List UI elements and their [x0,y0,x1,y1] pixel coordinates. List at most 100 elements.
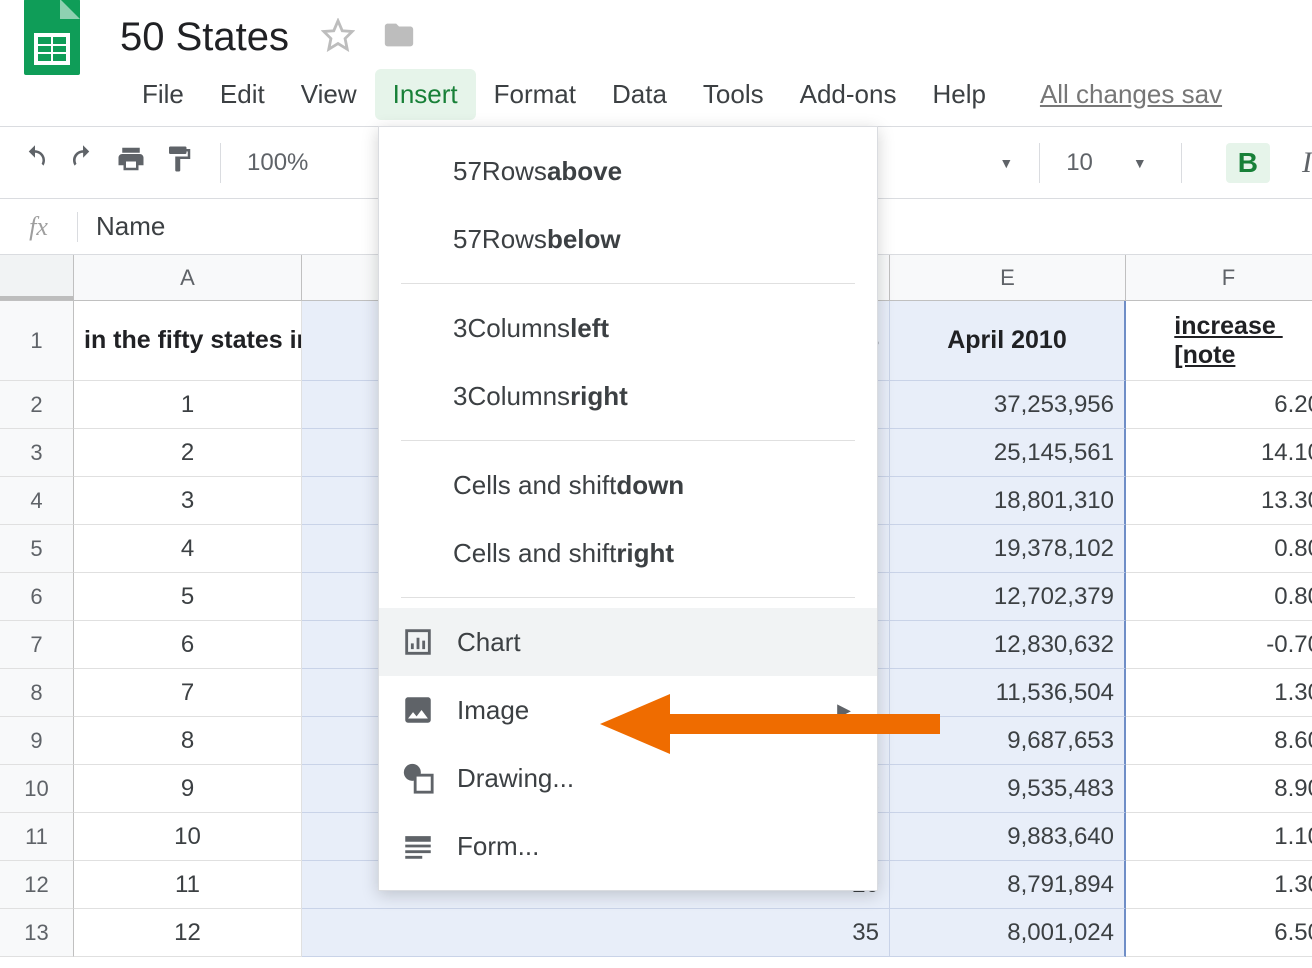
cell-A[interactable]: 5 [74,573,302,621]
font-size-selector[interactable]: 10 ▼ [1066,149,1147,177]
cell-A[interactable]: 4 [74,525,302,573]
dd-form[interactable]: Form... [379,812,877,880]
row-number[interactable]: 11 [0,813,74,861]
row-number[interactable]: 9 [0,717,74,765]
cell-F[interactable]: 1.30 [1126,669,1312,717]
row-number[interactable]: 2 [0,381,74,429]
row-number[interactable]: 12 [0,861,74,909]
cell-E[interactable]: 12,830,632 [890,621,1126,669]
chevron-down-icon: ▼ [1133,155,1147,171]
menubar: File Edit View Insert Format Data Tools … [0,64,1312,124]
dd-drawing-label: Drawing... [457,763,574,794]
dd-chart-label: Chart [457,627,521,658]
cell-A[interactable]: 1 [74,381,302,429]
cell-A[interactable]: 10 [74,813,302,861]
font-dropdown-caret[interactable]: ▼ [999,155,1013,171]
header-cell-F[interactable]: increase [note [1126,301,1312,381]
menu-file[interactable]: File [124,69,202,120]
bold-button[interactable]: B [1226,143,1270,183]
cell-E[interactable]: 9,687,653 [890,717,1126,765]
cell-F[interactable]: 1.30 [1126,861,1312,909]
row-number[interactable]: 4 [0,477,74,525]
dd-cells-down[interactable]: Cells and shift down [379,451,877,519]
folder-icon[interactable] [379,18,419,57]
dd-cols-right[interactable]: 3 Columns right [379,362,877,430]
cell-A[interactable]: 3 [74,477,302,525]
menu-help[interactable]: Help [914,69,1003,120]
print-icon[interactable] [116,144,146,181]
undo-icon[interactable] [20,144,50,181]
dd-cells-right[interactable]: Cells and shift right [379,519,877,587]
cell-F[interactable]: 0.80 [1126,525,1312,573]
row-number[interactable]: 7 [0,621,74,669]
paint-format-icon[interactable] [164,144,194,181]
menu-format[interactable]: Format [476,69,594,120]
cell-F[interactable]: -0.70 [1126,621,1312,669]
redo-icon[interactable] [68,144,98,181]
cell-E[interactable]: 37,253,956 [890,381,1126,429]
cell-F[interactable]: 1.10 [1126,813,1312,861]
dd-drawing[interactable]: Drawing... [379,744,877,812]
header-cell-A[interactable]: in the fifty states in sta [74,301,302,381]
cell-F[interactable]: 0.80 [1126,573,1312,621]
dd-cols-left[interactable]: 3 Columns left [379,294,877,362]
menu-view[interactable]: View [283,69,375,120]
row-number[interactable]: 13 [0,909,74,957]
col-header-F[interactable]: F [1126,255,1312,300]
star-icon[interactable] [321,18,355,57]
cell-F[interactable]: 6.50 [1126,909,1312,957]
cell-E[interactable]: 12,702,379 [890,573,1126,621]
cell-F[interactable]: 14.10 [1126,429,1312,477]
dd-image[interactable]: Image ▶ [379,676,877,744]
cell-A[interactable]: 2 [74,429,302,477]
cell-E[interactable]: 9,883,640 [890,813,1126,861]
cell-F[interactable]: 6.20 [1126,381,1312,429]
cell-A[interactable]: 9 [74,765,302,813]
image-icon [401,693,435,727]
insert-dropdown: 57 Rows above 57 Rows below 3 Columns le… [378,126,878,891]
cell-E[interactable]: 8,791,894 [890,861,1126,909]
header-cell-E[interactable]: April 2010 [890,301,1126,381]
cell-D[interactable]: 35 [302,909,890,957]
italic-button[interactable]: I [1302,146,1312,180]
row-number[interactable]: 3 [0,429,74,477]
sheets-app-icon[interactable] [24,0,80,75]
cell-F[interactable]: 8.60 [1126,717,1312,765]
form-icon [401,829,435,863]
cell-A[interactable]: 7 [74,669,302,717]
cell-A[interactable]: 6 [74,621,302,669]
cell-E[interactable]: 19,378,102 [890,525,1126,573]
col-header-A[interactable]: A [74,255,302,300]
font-size-value: 10 [1066,149,1093,177]
menu-insert[interactable]: Insert [375,69,476,120]
select-all-corner[interactable] [0,255,74,300]
drawing-icon [401,761,435,795]
row-number[interactable]: 8 [0,669,74,717]
row-number[interactable]: 1 [0,301,74,381]
cell-F[interactable]: 13.30 [1126,477,1312,525]
cell-E[interactable]: 25,145,561 [890,429,1126,477]
menu-tools[interactable]: Tools [685,69,782,120]
zoom-selector[interactable]: 100% [247,149,308,177]
menu-data[interactable]: Data [594,69,685,120]
cell-E[interactable]: 9,535,483 [890,765,1126,813]
menu-edit[interactable]: Edit [202,69,283,120]
formula-value[interactable]: Name [78,211,165,242]
row-number[interactable]: 5 [0,525,74,573]
cell-E[interactable]: 18,801,310 [890,477,1126,525]
col-header-E[interactable]: E [890,255,1126,300]
cell-E[interactable]: 8,001,024 [890,909,1126,957]
dd-chart[interactable]: Chart [379,608,877,676]
dd-rows-above[interactable]: 57 Rows above [379,137,877,205]
menu-addons[interactable]: Add-ons [782,69,915,120]
dd-form-label: Form... [457,831,539,862]
cell-A[interactable]: 8 [74,717,302,765]
row-number[interactable]: 10 [0,765,74,813]
cell-E[interactable]: 11,536,504 [890,669,1126,717]
dd-rows-below[interactable]: 57 Rows below [379,205,877,273]
cell-F[interactable]: 8.90 [1126,765,1312,813]
cell-A[interactable]: 12 [74,909,302,957]
row-number[interactable]: 6 [0,573,74,621]
cell-A[interactable]: 11 [74,861,302,909]
document-title[interactable]: 50 States [120,15,289,60]
